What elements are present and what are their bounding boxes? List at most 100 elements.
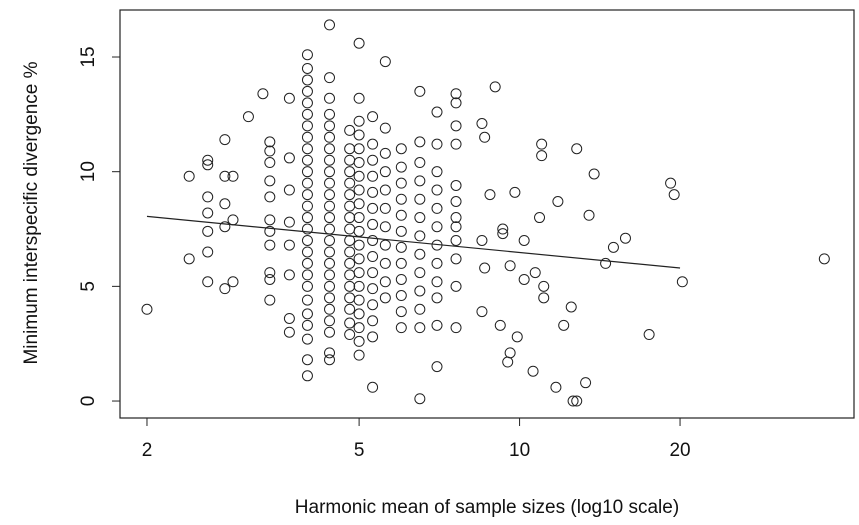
point — [536, 138, 548, 150]
point — [264, 294, 276, 306]
point — [324, 303, 336, 315]
point — [367, 267, 379, 279]
point — [264, 273, 276, 285]
point — [367, 202, 379, 214]
point — [379, 239, 391, 251]
point — [353, 143, 365, 155]
point — [353, 184, 365, 196]
point — [571, 395, 583, 407]
point — [588, 168, 600, 180]
point — [264, 145, 276, 157]
point — [344, 223, 356, 235]
point — [324, 120, 336, 132]
point — [344, 269, 356, 281]
point — [450, 179, 462, 191]
point — [367, 381, 379, 393]
point — [367, 299, 379, 311]
point — [431, 166, 443, 178]
point — [818, 253, 830, 265]
point — [583, 209, 595, 221]
point — [301, 120, 313, 132]
point — [219, 170, 231, 182]
point — [450, 120, 462, 132]
point — [301, 223, 313, 235]
x-tick-label: 10 — [509, 440, 530, 461]
point — [227, 276, 239, 288]
point — [344, 212, 356, 224]
point — [324, 166, 336, 178]
point — [301, 97, 313, 109]
point — [202, 191, 214, 203]
point — [227, 214, 239, 226]
point — [324, 200, 336, 212]
point — [301, 308, 313, 320]
point — [379, 292, 391, 304]
point — [414, 322, 426, 334]
point — [450, 88, 462, 100]
point — [324, 234, 336, 246]
point — [353, 170, 365, 182]
point — [324, 280, 336, 292]
point — [367, 138, 379, 150]
point — [257, 88, 269, 100]
point — [431, 257, 443, 269]
point — [379, 184, 391, 196]
point — [379, 147, 391, 159]
point — [367, 315, 379, 327]
point — [283, 184, 295, 196]
point — [536, 150, 548, 162]
point — [395, 322, 407, 334]
point — [344, 257, 356, 269]
point — [676, 276, 688, 288]
point — [353, 349, 365, 361]
point — [324, 92, 336, 104]
point — [489, 81, 501, 93]
point — [301, 333, 313, 345]
point — [344, 292, 356, 304]
point — [414, 157, 426, 169]
point — [353, 37, 365, 49]
point — [497, 223, 509, 235]
point — [450, 221, 462, 233]
point — [264, 191, 276, 203]
point — [301, 177, 313, 189]
point — [353, 308, 365, 320]
point — [301, 370, 313, 382]
point — [379, 257, 391, 269]
y-tick-label: 5 — [78, 281, 99, 292]
point — [367, 234, 379, 246]
point — [450, 97, 462, 109]
point — [431, 276, 443, 288]
point — [353, 115, 365, 127]
point — [264, 225, 276, 237]
point — [353, 253, 365, 265]
point — [219, 134, 231, 146]
point — [538, 280, 550, 292]
point — [395, 306, 407, 318]
point — [301, 212, 313, 224]
point — [353, 225, 365, 237]
point — [344, 329, 356, 341]
point — [344, 143, 356, 155]
point — [324, 315, 336, 327]
point — [565, 301, 577, 313]
y-axis-title: Minimum interspecific divergence % — [21, 61, 42, 364]
point — [353, 129, 365, 141]
point — [395, 143, 407, 155]
point — [367, 186, 379, 198]
point — [450, 138, 462, 150]
point — [414, 136, 426, 148]
point — [344, 234, 356, 246]
point — [534, 212, 546, 224]
point — [367, 111, 379, 123]
point — [324, 177, 336, 189]
point — [527, 365, 539, 377]
point — [324, 131, 336, 143]
point — [414, 193, 426, 205]
point — [509, 186, 521, 198]
point — [353, 294, 365, 306]
point — [141, 303, 153, 315]
point — [202, 154, 214, 166]
